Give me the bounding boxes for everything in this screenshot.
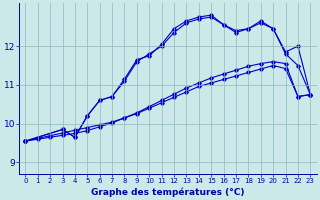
- X-axis label: Graphe des températures (°C): Graphe des températures (°C): [91, 187, 244, 197]
